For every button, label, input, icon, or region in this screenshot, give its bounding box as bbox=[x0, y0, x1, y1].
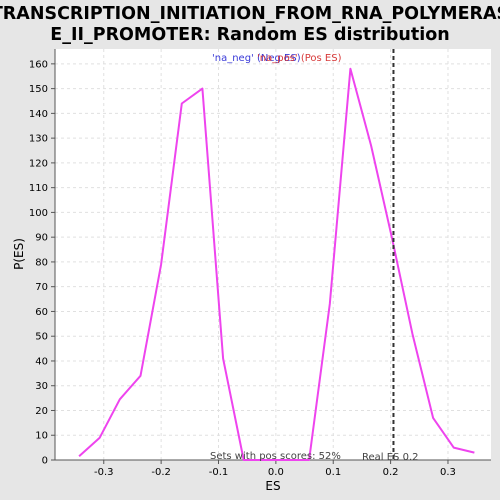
y-tick-label: 30 bbox=[35, 381, 48, 392]
y-axis-label: P(ES) bbox=[12, 238, 26, 270]
x-tick-label: 0.0 bbox=[268, 467, 284, 478]
series-layer bbox=[78, 67, 475, 461]
y-tick-label: 100 bbox=[29, 208, 48, 219]
y-tick-label: 40 bbox=[35, 356, 48, 367]
y-tick-label: 110 bbox=[29, 183, 48, 194]
real-es-label: Real ES 0.2 bbox=[362, 452, 418, 463]
x-tick-label: -0.3 bbox=[94, 467, 114, 478]
y-tick-label: 60 bbox=[35, 307, 48, 318]
chart-title-line-2: E_II_PROMOTER: Random ES distribution bbox=[50, 25, 449, 45]
y-tick-label: 70 bbox=[35, 282, 48, 293]
x-tick-label: -0.1 bbox=[209, 467, 229, 478]
x-axis-label: ES bbox=[265, 479, 280, 493]
y-tick-label: 0 bbox=[42, 456, 48, 467]
y-tick-label: 120 bbox=[29, 158, 48, 169]
chart-title-line-1: TRANSCRIPTION_INITIATION_FROM_RNA_POLYME… bbox=[0, 4, 500, 24]
y-tick-label: 130 bbox=[29, 134, 48, 145]
legend-entry-neg: 'na_neg' (Neg ES) bbox=[212, 53, 301, 64]
y-tick-label: 140 bbox=[29, 109, 48, 120]
y-tick-label: 160 bbox=[29, 59, 48, 70]
pos-scores-annotation: Sets with pos scores: 52% bbox=[210, 451, 341, 462]
grid bbox=[55, 49, 491, 461]
y-tick-label: 80 bbox=[35, 257, 48, 268]
x-tick-label: 0.2 bbox=[383, 467, 399, 478]
y-tick-label: 20 bbox=[35, 406, 48, 417]
es-distribution-line bbox=[78, 67, 475, 461]
y-tick-label: 10 bbox=[35, 431, 48, 442]
x-tick-label: 0.3 bbox=[440, 467, 456, 478]
legend-entry-pos: 'na_pos' (Pos ES) bbox=[257, 53, 342, 64]
y-tick-label: 50 bbox=[35, 332, 48, 343]
x-tick-label: -0.2 bbox=[151, 467, 171, 478]
y-tick-label: 150 bbox=[29, 84, 48, 95]
y-tick-label: 90 bbox=[35, 233, 48, 244]
x-tick-label: 0.1 bbox=[325, 467, 341, 478]
